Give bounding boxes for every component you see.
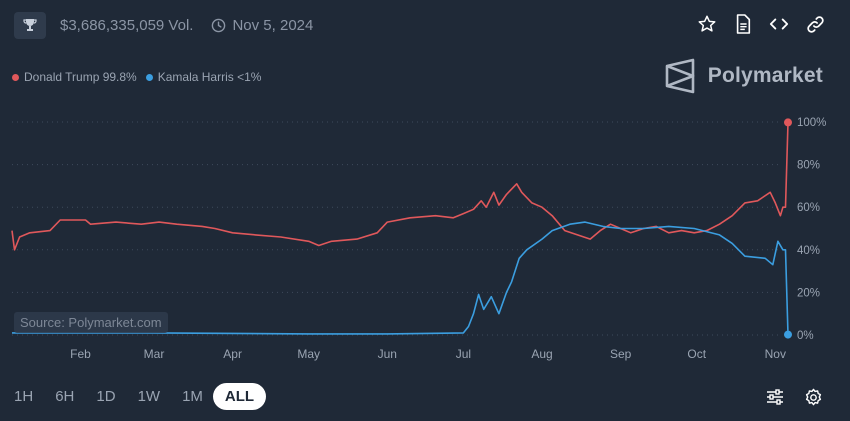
chart-controls <box>764 386 824 408</box>
y-tick-label: 60% <box>797 202 820 214</box>
legend-dot-trump <box>12 73 19 81</box>
y-tick-label: 20% <box>797 287 820 299</box>
top-bar: $3,686,335,059 Vol. Nov 5, 2024 <box>14 11 313 39</box>
y-tick-label: 100% <box>797 117 826 129</box>
document-icon[interactable] <box>732 13 754 35</box>
clock-icon <box>211 18 226 33</box>
legend-item-trump: Donald Trump 99.8% <box>12 70 137 84</box>
x-tick-label: Apr <box>223 347 242 361</box>
legend-label-trump: Donald Trump 99.8% <box>24 70 137 84</box>
volume-text: $3,686,335,059 Vol. <box>60 16 194 34</box>
sliders-icon[interactable] <box>764 386 786 408</box>
x-tick-label: May <box>297 347 320 361</box>
polymarket-logo-icon <box>665 58 695 94</box>
brand-logo: Polymarket <box>664 58 823 94</box>
star-icon[interactable] <box>696 13 718 35</box>
price-chart[interactable]: 0% 20% 40% 60% 80% 100% Feb Mar Apr May Jun Jul Aug… <box>0 100 850 370</box>
range-1m[interactable]: 1M <box>182 388 203 405</box>
range-1d[interactable]: 1D <box>96 388 116 405</box>
brand-name: Polymarket <box>707 64 823 87</box>
series-endpoint-harris <box>784 330 792 339</box>
x-tick-label: Nov <box>765 347 786 361</box>
x-tick-label: Aug <box>531 347 552 361</box>
x-tick-label: Jun <box>378 347 397 361</box>
y-tick-label: 40% <box>797 245 820 257</box>
end-date: Nov 5, 2024 <box>232 16 314 34</box>
gear-icon[interactable] <box>802 386 824 408</box>
x-tick-label: Oct <box>687 347 706 361</box>
x-tick-label: Sep <box>610 347 632 361</box>
chart-legend: Donald Trump 99.8% Kamala Harris <1% <box>12 70 270 84</box>
y-tick-label: 80% <box>797 160 820 172</box>
range-all[interactable]: ALL <box>212 383 267 410</box>
series-line-trump <box>11 122 789 251</box>
time-range-selector: 1H 6H 1D 1W 1M ALL <box>14 383 288 410</box>
source-label: Source: Polymarket.com <box>14 312 168 333</box>
x-tick-label: Jul <box>456 347 471 361</box>
x-tick-label: Feb <box>70 347 91 361</box>
link-icon[interactable] <box>804 13 826 35</box>
legend-label-harris: Kamala Harris <1% <box>157 70 262 84</box>
range-6h[interactable]: 6H <box>55 388 75 405</box>
series-endpoint-trump <box>784 118 792 127</box>
top-actions <box>696 13 826 35</box>
x-tick-label: Mar <box>144 347 165 361</box>
y-tick-label: 0% <box>797 330 814 342</box>
trophy-icon <box>14 11 46 39</box>
code-icon[interactable] <box>768 13 790 35</box>
range-1w[interactable]: 1W <box>137 388 161 405</box>
legend-item-harris: Kamala Harris <1% <box>145 70 262 84</box>
series-line-harris <box>12 221 789 335</box>
legend-dot-harris <box>145 73 153 81</box>
range-1h[interactable]: 1H <box>14 388 34 405</box>
